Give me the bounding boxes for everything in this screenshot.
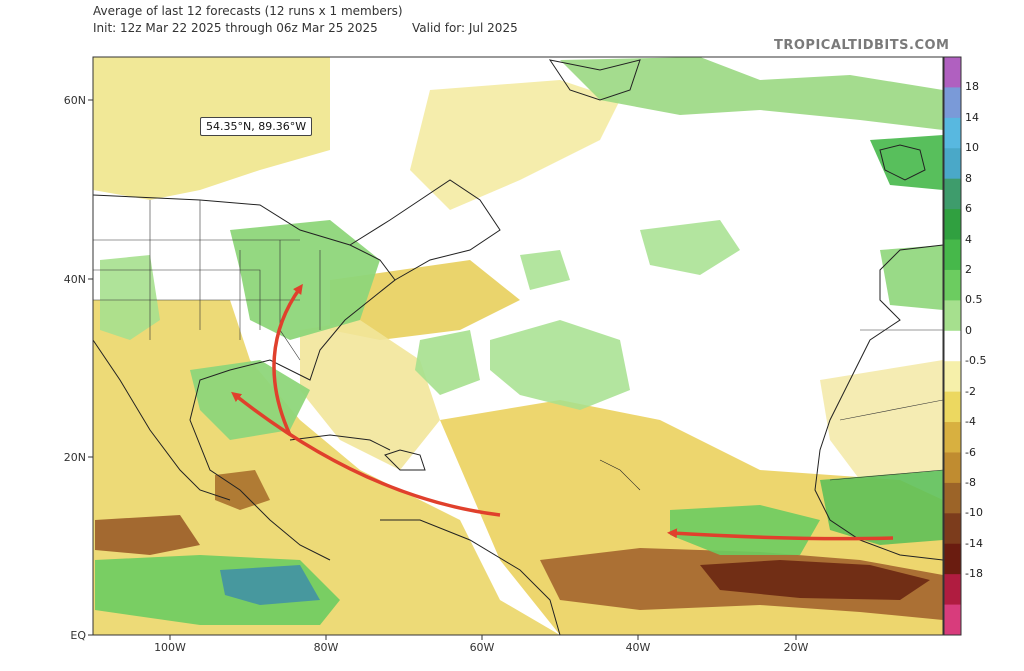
colorbar-label: -0.5 [965,354,987,368]
political-borders [93,200,943,481]
colorbar-label: -14 [965,536,983,550]
colorbar-label: 18 [965,80,979,94]
colorbar-swatch [944,482,961,514]
lon-label-40w: 40W [625,641,651,654]
colorbar-swatch [944,452,961,484]
coordinate-readout: 54.35°N, 89.36°W [200,117,313,136]
lat-label-60n: 60N [63,94,86,107]
colorbar-frame [943,56,962,636]
colorbar-label: -18 [965,567,983,581]
colorbar-label: 10 [965,141,979,155]
arrow-gulf [231,391,501,517]
colorbar-swatch [944,391,961,423]
colorbar-label: 14 [965,110,979,124]
colorbar-label: 6 [965,202,972,216]
flow-arrows [231,283,894,541]
init-range: Init: 12z Mar 22 2025 through 06z Mar 25… [93,21,378,35]
colorbar-label: -4 [965,415,976,429]
colorbar-swatch [944,57,961,88]
colorbar-label: -8 [965,475,976,489]
lat-label-eq: EQ [70,629,86,642]
colorbar-swatch [944,178,961,210]
colorbar-swatch [944,300,961,332]
colorbar-swatch [944,209,961,241]
colorbar-swatch [944,543,961,575]
colorbar-label: 8 [965,171,972,185]
lat-label-40n: 40N [63,273,86,286]
colorbar-swatch [944,513,961,545]
arrow-north [272,283,303,436]
colorbar-label: 0 [965,323,972,337]
colorbar-swatch [944,574,961,606]
valid-for: Valid for: Jul 2025 [412,21,518,35]
brand-watermark: TROPICALTIDBITS.COM [774,38,950,53]
axis-ticks [88,99,797,640]
colorbar-swatch [944,148,961,180]
lon-label-100w: 100W [154,641,186,654]
colorbar [943,56,962,636]
colorbar-swatch [944,361,961,393]
lat-label-20n: 20N [63,451,86,464]
anomaly-field [93,57,943,635]
lon-label-20w: 20W [783,641,809,654]
colorbar-swatch [944,239,961,271]
arrow-africa [667,528,894,541]
lon-label-60w: 60W [469,641,495,654]
colorbar-swatch [944,269,961,301]
colorbar-label: -10 [965,506,983,520]
colorbar-swatch [944,117,961,149]
map-frame [92,56,944,636]
colorbar-swatch [944,422,961,453]
lon-label-80w: 80W [313,641,339,654]
colorbar-label: -2 [965,384,976,398]
colorbar-swatch [944,87,961,119]
colorbar-label: 0.5 [965,293,983,307]
map-title: Average of last 12 forecasts (12 runs x … [93,4,403,18]
coastlines [93,59,943,635]
colorbar-label: -6 [965,445,976,459]
colorbar-label: 4 [965,232,972,246]
colorbar-swatch [944,604,961,636]
colorbar-swatch [944,330,961,362]
colorbar-label: 2 [965,262,972,276]
